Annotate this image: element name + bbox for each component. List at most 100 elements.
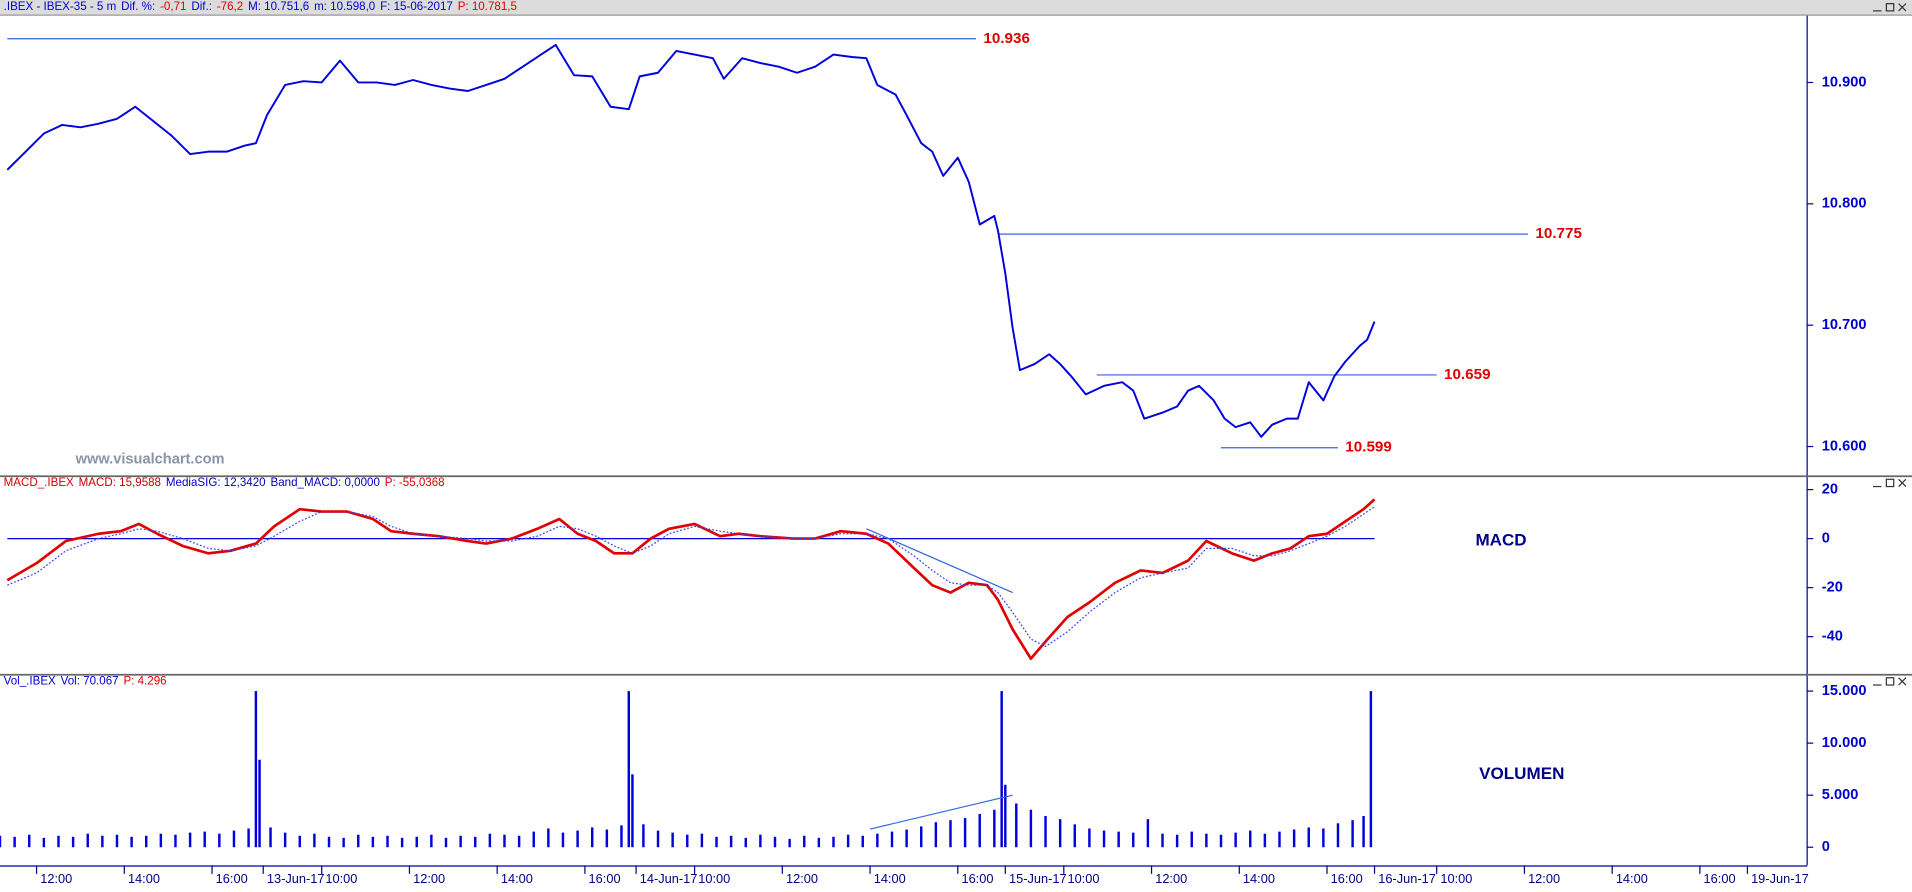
x-tick-label: 16:00 bbox=[589, 871, 621, 886]
panel-label: MACD bbox=[1475, 531, 1526, 550]
header-segment: Dif.: bbox=[191, 1, 212, 13]
volume-bar bbox=[71, 836, 75, 848]
volume-bar bbox=[1000, 691, 1003, 848]
volume-bar bbox=[130, 836, 133, 848]
x-tick-label: 14:00 bbox=[501, 871, 533, 886]
header-segment: .IBEX - IBEX-35 - 5 m bbox=[4, 1, 117, 13]
volume-bar bbox=[631, 774, 634, 848]
volume-bar bbox=[686, 834, 689, 848]
volume-bar bbox=[591, 827, 594, 848]
volume-bar bbox=[430, 834, 433, 848]
volume-bar bbox=[1044, 815, 1047, 848]
x-tick-label: 14:00 bbox=[874, 871, 906, 886]
header-segment: m: 10.598,0 bbox=[314, 1, 375, 13]
volume-bar bbox=[232, 830, 236, 848]
volume-bar bbox=[1234, 832, 1237, 848]
volume-bar bbox=[700, 833, 704, 848]
x-tick-label: 10:00 bbox=[698, 871, 730, 886]
volume-bar bbox=[42, 837, 46, 848]
window-maximize bbox=[1885, 677, 1895, 686]
y-tick-label: 10.900 bbox=[1822, 74, 1867, 90]
y-tick-label: -20 bbox=[1822, 580, 1843, 596]
level-label: 10.936 bbox=[983, 30, 1030, 47]
window-close bbox=[1898, 3, 1907, 12]
macd-line bbox=[6, 498, 1376, 660]
volume-bar bbox=[474, 836, 477, 848]
volume-bar bbox=[846, 834, 850, 848]
volume-bar bbox=[773, 836, 777, 848]
panel-header: .IBEX - IBEX-35 - 5 m Dif. %: -0,71 Dif.: -7… bbox=[4, 1, 517, 13]
volume-bar bbox=[1058, 819, 1062, 848]
volume-bar bbox=[283, 832, 287, 848]
window-close bbox=[1898, 478, 1907, 487]
header-segment: MACD: 15,9588 bbox=[79, 477, 161, 489]
x-tick-label: 19-Jun-17 bbox=[1751, 871, 1809, 886]
volume-bar bbox=[371, 836, 375, 848]
volume-bar bbox=[547, 828, 550, 848]
volume-bar bbox=[1322, 828, 1325, 848]
volume-bar bbox=[876, 833, 879, 848]
x-tick-label: 12:00 bbox=[1155, 871, 1187, 886]
volume-bar bbox=[1117, 831, 1120, 848]
y-tick-label: 10.600 bbox=[1822, 438, 1867, 454]
volume-bar bbox=[620, 825, 623, 848]
header-segment: Vol: 70.067 bbox=[61, 675, 119, 687]
volume-bar bbox=[715, 836, 718, 848]
volume-bar bbox=[327, 836, 331, 848]
volume-bar bbox=[342, 837, 345, 848]
panel-label: VOLUMEN bbox=[1479, 764, 1564, 783]
window-maximize bbox=[1885, 3, 1895, 12]
x-tick-label: 16:00 bbox=[216, 871, 248, 886]
y-tick-label: 10.800 bbox=[1822, 196, 1867, 212]
x-tick-label: 13-Jun-17 bbox=[267, 871, 325, 886]
x-tick-label: 10:00 bbox=[1067, 871, 1099, 886]
volume-bar bbox=[890, 831, 894, 848]
y-tick-label: 0 bbox=[1822, 530, 1830, 546]
y-tick-label: 20 bbox=[1822, 481, 1838, 497]
volume-bar bbox=[28, 834, 31, 848]
header-segment: M: 10.751,6 bbox=[248, 1, 309, 13]
header-segment: -0,71 bbox=[160, 1, 186, 13]
volume-bar bbox=[247, 828, 250, 848]
y-tick-label: 15.000 bbox=[1822, 683, 1867, 699]
volume-bar bbox=[627, 691, 630, 848]
level-label: 10.775 bbox=[1535, 225, 1582, 242]
volume-bar bbox=[1369, 691, 1373, 848]
window-maximize bbox=[1885, 478, 1895, 488]
volume-bar bbox=[1249, 830, 1252, 848]
volume-bar bbox=[905, 829, 908, 848]
header-segment: Vol_.IBEX bbox=[4, 675, 56, 687]
volume-bar bbox=[561, 832, 565, 848]
volume-bar bbox=[444, 837, 448, 848]
volume-bar bbox=[218, 833, 221, 848]
volume-bar bbox=[1292, 829, 1296, 848]
volume-bar bbox=[400, 837, 404, 848]
header-segment: Dif. %: bbox=[121, 1, 155, 13]
volume-bar bbox=[159, 833, 163, 848]
x-tick-label: 14:00 bbox=[1243, 871, 1275, 886]
y-tick-label: 10.700 bbox=[1822, 317, 1867, 333]
volume-bar bbox=[949, 820, 952, 848]
volume-bar bbox=[759, 834, 762, 848]
volume-bar bbox=[963, 818, 967, 848]
x-tick-label: 10:00 bbox=[1440, 871, 1472, 886]
volume-bar bbox=[203, 831, 206, 848]
window-close bbox=[1898, 677, 1907, 686]
x-tick-label: 12:00 bbox=[1528, 871, 1560, 886]
volume-bar bbox=[1132, 832, 1135, 848]
trend-line bbox=[866, 528, 1013, 594]
volume-bar bbox=[605, 829, 609, 848]
x-tick-label: 14:00 bbox=[1616, 871, 1648, 886]
panel-header: Vol_.IBEX Vol: 70.067 P: 4.296 bbox=[4, 675, 167, 687]
volume-bar bbox=[459, 835, 462, 848]
header-segment: F: 15-06-2017 bbox=[380, 1, 453, 13]
signal-line bbox=[7, 506, 1375, 648]
volume-bar bbox=[1161, 833, 1164, 848]
header-segment: P: 4.296 bbox=[123, 675, 166, 687]
volume-bar bbox=[145, 835, 148, 848]
volume-bar bbox=[57, 835, 60, 848]
x-tick-label: 16:00 bbox=[1331, 871, 1363, 886]
